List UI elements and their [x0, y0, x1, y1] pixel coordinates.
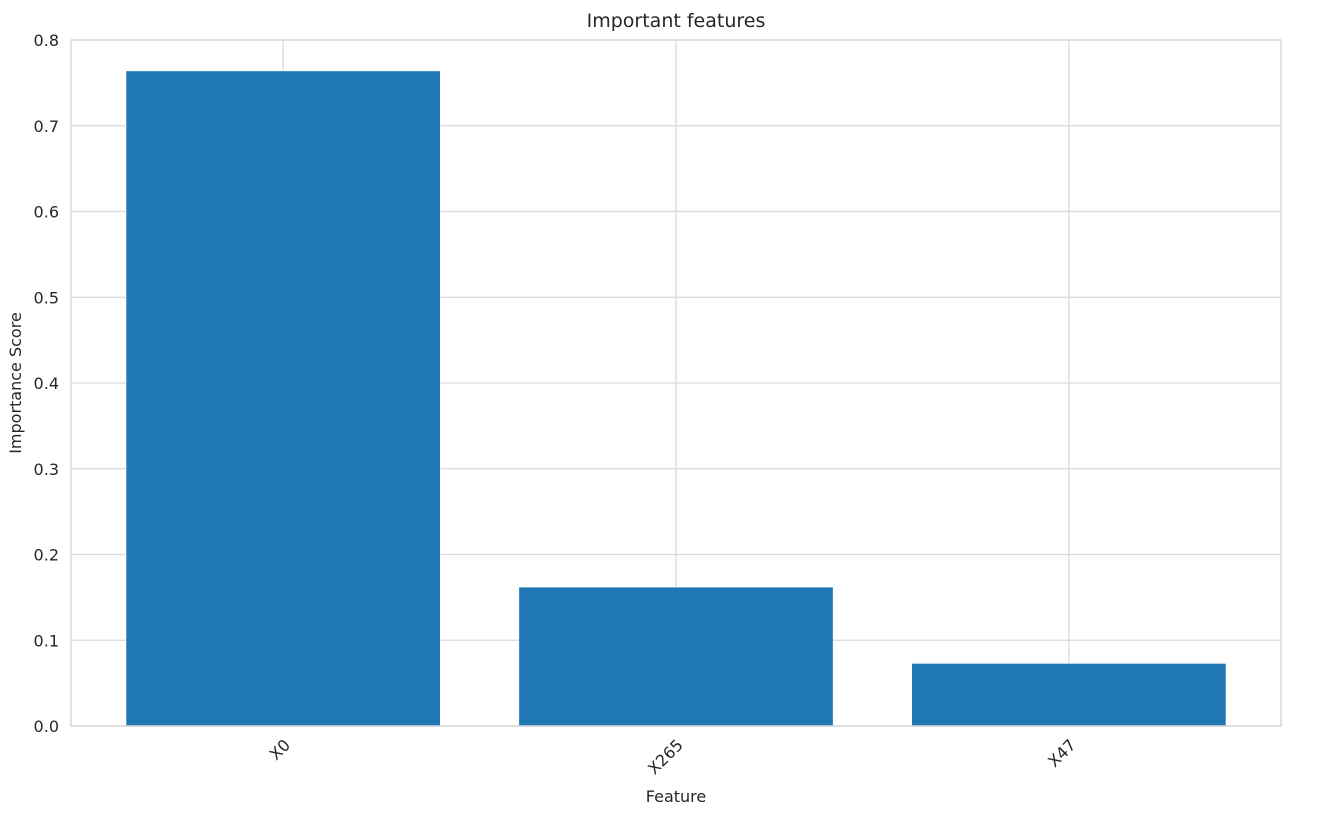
- y-tick-label: 0.7: [34, 117, 59, 136]
- y-tick-label: 0.2: [34, 546, 59, 565]
- y-tick-label: 0.1: [34, 631, 59, 650]
- bar-x0: [125, 70, 441, 727]
- bar-x47: [911, 663, 1227, 727]
- x-tick-label: X265: [644, 735, 687, 778]
- y-tick-labels: 0.0 0.1 0.2 0.3 0.4 0.5 0.6 0.7 0.8: [34, 31, 59, 736]
- y-tick-label: 0.5: [34, 288, 59, 307]
- y-tick-label: 0.8: [34, 31, 59, 50]
- x-axis-label: Feature: [646, 787, 706, 806]
- chart-title: Important features: [587, 10, 766, 32]
- x-tick-labels: X0 X265 X47: [266, 735, 1080, 778]
- bar-x265: [518, 586, 834, 727]
- x-tick-label: X47: [1044, 735, 1080, 771]
- plot-frame: [70, 39, 1282, 727]
- y-tick-label: 0.3: [34, 460, 59, 479]
- y-tick-label: 0.6: [34, 203, 59, 222]
- x-tick-label: X0: [266, 735, 294, 763]
- y-axis-label: Importance Score: [6, 312, 25, 454]
- bars: [125, 70, 1227, 727]
- y-tick-label: 0.0: [34, 717, 59, 736]
- y-tick-label: 0.4: [34, 374, 59, 393]
